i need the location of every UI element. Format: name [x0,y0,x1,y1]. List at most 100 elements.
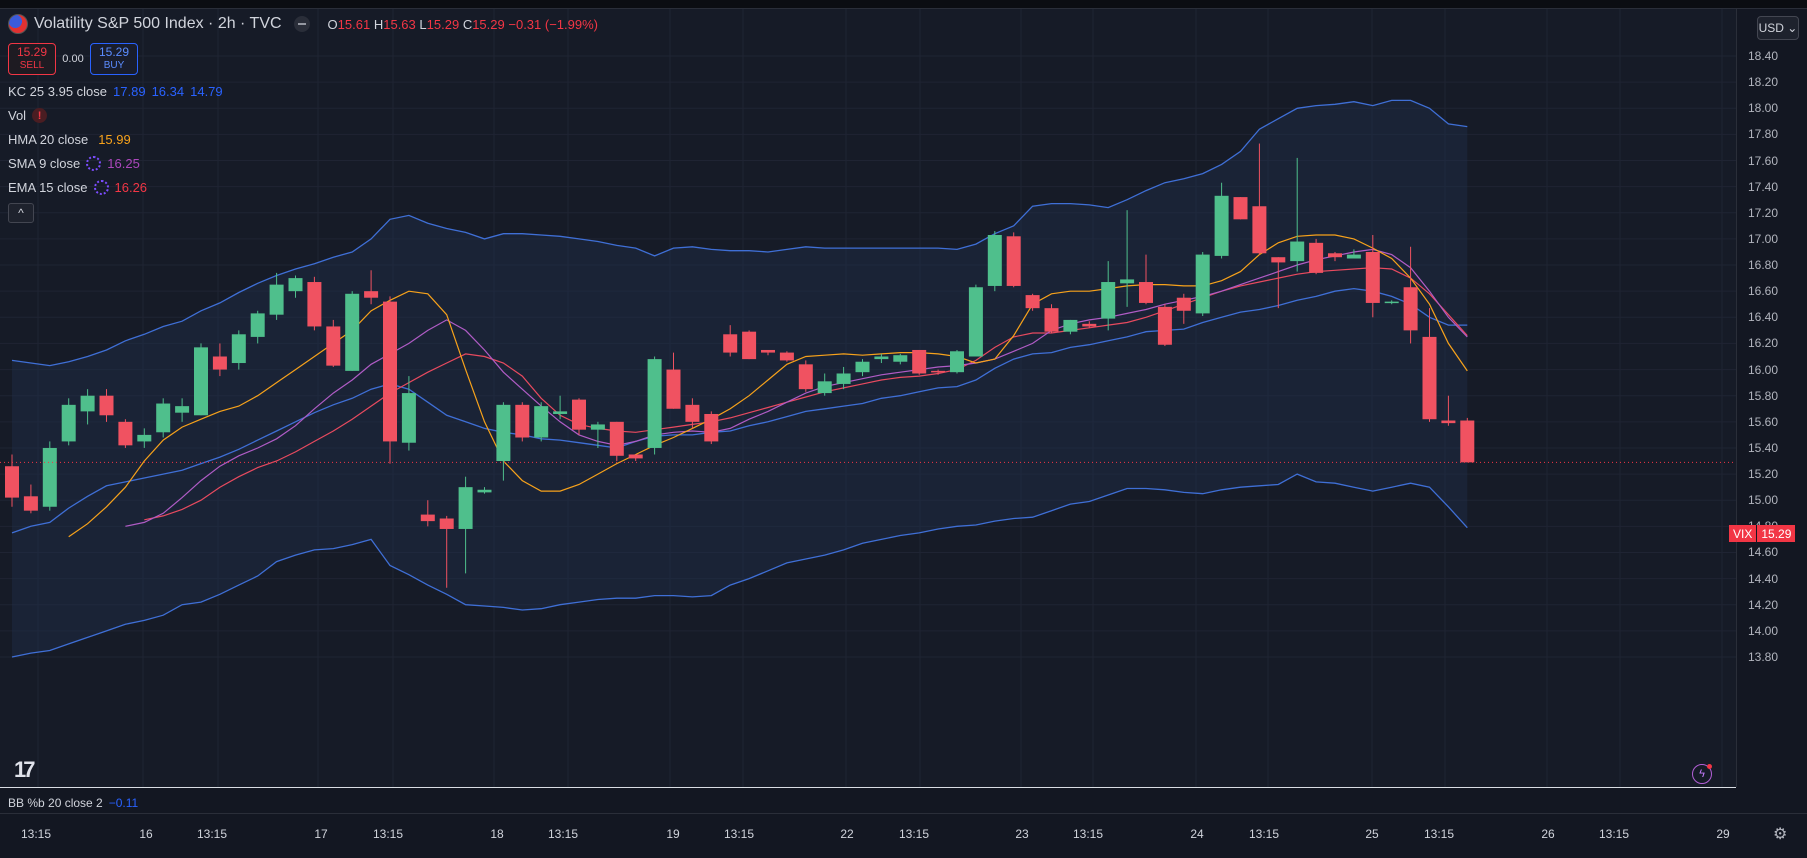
time-axis[interactable] [0,813,1807,858]
time-tick-label: 25 [1365,827,1379,841]
price-tick-label: 18.00 [1748,101,1779,116]
ema-label: EMA 15 close [8,180,88,195]
time-tick-label: 13:15 [723,827,755,841]
candle-body [1271,257,1286,263]
candle-body [912,349,927,374]
price-tick-label: 15.20 [1748,467,1779,482]
time-tick-label: 19 [666,827,680,841]
loading-spinner-icon [93,180,109,195]
bb-percent-pane[interactable] [0,787,1736,814]
candle-body [118,421,133,446]
candle-body [42,447,57,507]
kc-label: KC 25 3.95 close [8,84,108,99]
currency-selector[interactable]: USD ⌄ [1757,16,1799,40]
lightning-icon[interactable]: ϟ [1692,764,1712,784]
candle-body [364,291,379,298]
time-tick-label: 13:15 [898,827,930,841]
candle-body [1214,195,1229,256]
ema-line [144,267,1468,521]
candle-body [156,403,171,433]
open-value: 15.61 [337,16,371,32]
candle-body [1120,279,1135,284]
open-label: O [327,16,338,32]
warning-icon[interactable]: ! [32,108,48,123]
price-tick-label: 16.40 [1748,310,1779,325]
candle-body [704,413,719,442]
last-price-tag: VIX 15.29 [1729,525,1796,542]
tradingview-logo[interactable]: 17 [14,757,36,782]
kc-mid-line [11,287,1468,534]
sma-value: 16.25 [107,156,140,171]
candle-body [1384,301,1399,304]
kc-lower-line [11,473,1468,658]
buy-label: BUY [103,60,125,71]
price-tick-label: 15.80 [1748,388,1779,403]
candle-body [250,313,265,337]
candle-body [1101,282,1116,319]
candle-body [987,234,1002,286]
indicator-sma[interactable]: SMA 9 close 16.25 [8,156,140,171]
candle-body [194,347,208,416]
price-axis[interactable] [1736,9,1807,787]
sell-button[interactable]: 15.29 SELL [8,43,56,75]
candle-body [968,287,983,357]
candle-body [1195,254,1210,314]
candle-body [1157,306,1172,345]
candle-body [647,359,662,448]
candle-body [477,489,492,493]
candle-body [345,293,360,371]
candle-body [1233,197,1248,220]
time-tick-label: 29 [1716,827,1730,841]
price-tick-label: 14.00 [1748,623,1779,638]
price-tick-label: 17.60 [1748,153,1779,168]
change-value: −0.31 (−1.99%) [508,16,598,32]
candle-body [99,395,114,416]
price-tick-label: 17.80 [1748,127,1779,142]
candle-body [798,364,813,390]
time-tick-label: 13:15 [20,827,52,841]
indicator-vol[interactable]: Vol ! [8,108,48,123]
candle-body [931,370,946,373]
price-tick-label: 17.00 [1748,231,1779,246]
candle-body [685,404,700,422]
symbol-title[interactable]: Volatility S&P 500 Index · 2h · TVC [34,15,282,32]
candle-body [1252,206,1267,254]
time-tick-label: 13:15 [1248,827,1280,841]
indicator-ema[interactable]: EMA 15 close 16.26 [8,180,147,195]
minimize-legend-icon[interactable] [293,16,310,32]
price-tick-label: 15.40 [1748,440,1779,455]
collapse-legend-button[interactable]: ^ [8,203,34,223]
hma-value: 15.99 [98,132,131,147]
candle-body [723,334,738,353]
candle-body [761,349,775,353]
time-tick-label: 13:15 [1072,827,1104,841]
candle-body [553,411,568,414]
candle-body [1328,253,1342,258]
chart-pane[interactable] [0,9,1736,787]
indicator-kc[interactable]: KC 25 3.95 close 17.89 16.34 14.79 [8,84,223,99]
candle-body [288,278,303,292]
gear-icon[interactable]: ⚙ [1773,826,1788,843]
candle-body [269,284,284,315]
price-tick-label: 18.20 [1748,75,1779,90]
candlestick-chart[interactable] [0,9,1736,787]
price-tick-label: 16.80 [1748,258,1779,273]
price-tick-label: 18.40 [1748,49,1779,63]
candle-body [137,434,152,442]
candle-body [496,404,511,462]
candle-body [1139,282,1153,303]
buy-button[interactable]: 15.29 BUY [90,43,138,75]
price-tick-label: 17.40 [1748,179,1779,194]
candle-body [1365,251,1380,303]
price-tick-label: 13.80 [1748,650,1779,664]
indicator-bb[interactable]: BB %b 20 close 2 −0.11 [8,796,138,810]
spread-value: 0.00 [62,53,84,65]
time-tick-label: 13:15 [547,827,579,841]
kc-lower-value: 14.79 [190,84,223,99]
chart-header: Volatility S&P 500 Index · 2h · TVC O15.… [8,14,598,34]
candle-body [1044,308,1059,332]
indicator-hma[interactable]: HMA 20 close 15.99 [8,132,131,147]
candle-body [666,369,681,409]
price-tick-label: 14.40 [1748,571,1779,586]
sma-label: SMA 9 close [8,156,81,171]
